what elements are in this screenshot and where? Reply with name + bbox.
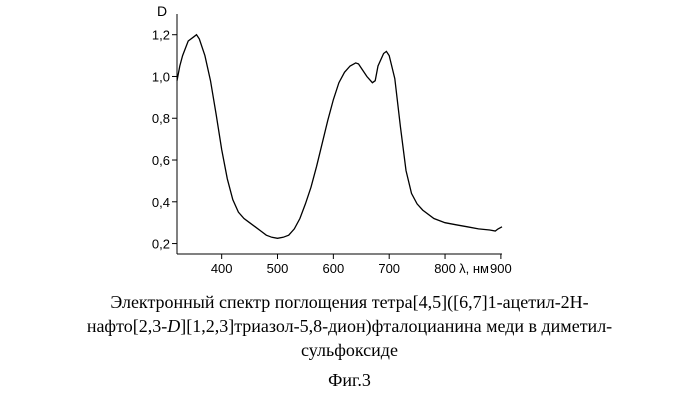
- y-tick-label: 0,6: [152, 153, 170, 168]
- chart-axes: [177, 14, 502, 254]
- caption-line-2-start: нафто[2,3-: [87, 316, 167, 336]
- absorption-spectrum-chart: 400 500 600 700 800 900 0,2 0,4 0,6 0,8 1,0 1,2 D λ…: [0, 0, 699, 290]
- x-tick-label: 900: [490, 261, 512, 276]
- figure-caption: Электронный спектр поглощения тетра[4,5]…: [0, 290, 699, 362]
- figure-label: Фиг.3: [0, 370, 699, 391]
- x-tick-label: 800: [434, 261, 456, 276]
- y-tick-label: 0,2: [152, 237, 170, 252]
- x-tick-label: 700: [378, 261, 400, 276]
- caption-line-3: сульфоксиде: [0, 338, 699, 362]
- y-tick-label: 0,4: [152, 195, 170, 210]
- x-tick-label: 400: [211, 261, 233, 276]
- spectrum-series-line: [177, 35, 502, 239]
- caption-line-2-italic: D: [167, 316, 180, 336]
- chart-ticks: 400 500 600 700 800 900 0,2 0,4 0,6 0,8 1,0 1,2: [152, 28, 512, 276]
- caption-line-1: Электронный спектр поглощения тетра[4,5]…: [0, 290, 699, 314]
- x-tick-label: 500: [267, 261, 289, 276]
- y-tick-label: 1,0: [152, 69, 170, 84]
- x-axis-title: λ, нм: [459, 261, 489, 276]
- caption-line-2: нафто[2,3-D][1,2,3]триазол-5,8-дион)фтал…: [0, 314, 699, 338]
- x-tick-label: 600: [323, 261, 345, 276]
- y-axis-title: D: [157, 3, 167, 19]
- y-tick-label: 1,2: [152, 28, 170, 43]
- y-tick-label: 0,8: [152, 111, 170, 126]
- caption-line-2-end: ][1,2,3]триазол-5,8-дион)фталоцианина ме…: [180, 316, 612, 336]
